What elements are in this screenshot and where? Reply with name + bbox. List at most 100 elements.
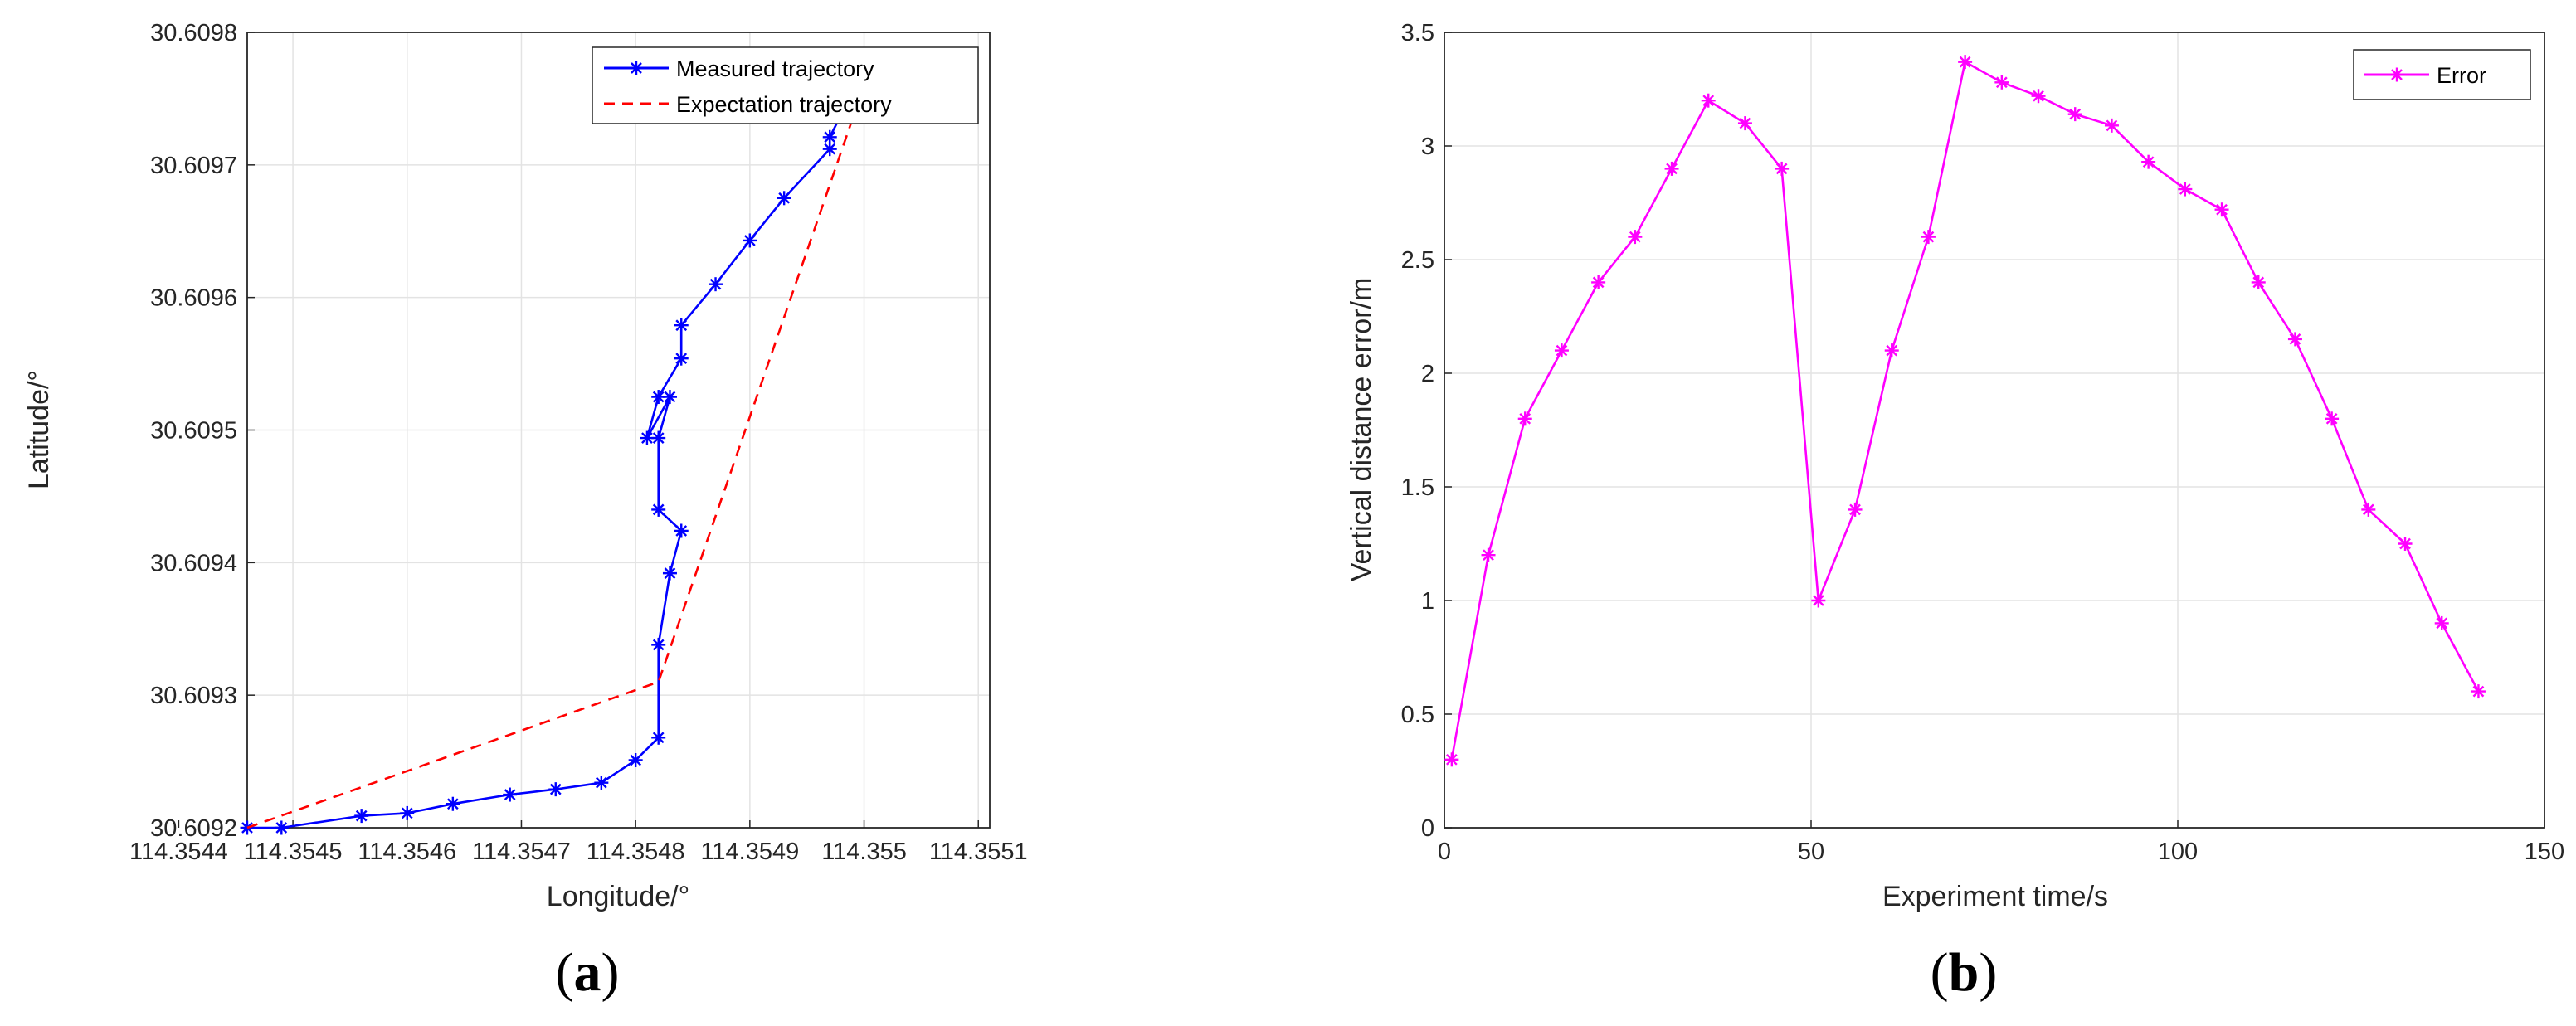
data-point bbox=[2434, 615, 2449, 630]
b-legend-error-marker bbox=[2389, 67, 2404, 82]
data-point bbox=[2287, 332, 2302, 347]
data-point bbox=[1994, 75, 2009, 90]
x-tick-label: 100 bbox=[2158, 839, 2198, 865]
legend-star bbox=[2389, 67, 2404, 82]
x-tick-label: 114.3548 bbox=[587, 839, 685, 865]
x-tick-label: 114.3545 bbox=[244, 839, 343, 865]
data-point bbox=[674, 318, 689, 333]
data-point bbox=[548, 782, 563, 797]
a-legend-measured-marker bbox=[629, 61, 644, 75]
y-tick-label: 0.5 bbox=[1401, 702, 1434, 728]
a-y-ticks: 30.6092 30.6093 30.6094 30.6095 30.6096 30.60… bbox=[150, 20, 255, 842]
y-tick-label: 1 bbox=[1421, 588, 1434, 615]
data-point bbox=[651, 390, 666, 405]
a-legend-box bbox=[592, 46, 979, 124]
y-tick-label: 30.6093 bbox=[150, 683, 237, 709]
data-point bbox=[354, 809, 369, 824]
x-tick-label: 114.3551 bbox=[929, 839, 1028, 865]
data-point bbox=[1481, 547, 1496, 562]
y-tick-label: 0 bbox=[1421, 815, 1434, 842]
series-line-0 bbox=[1450, 61, 2480, 761]
y-tick-label: 1.5 bbox=[1401, 474, 1434, 501]
data-point bbox=[274, 820, 289, 835]
data-point bbox=[2067, 107, 2082, 122]
data-point bbox=[2214, 202, 2229, 217]
data-point bbox=[709, 277, 723, 292]
y-tick-label: 30.6095 bbox=[150, 418, 237, 445]
x-tick-label: 150 bbox=[2525, 839, 2564, 865]
data-point bbox=[503, 787, 518, 802]
b-series bbox=[1444, 55, 2486, 767]
data-point bbox=[2141, 154, 2156, 169]
b-legend-error-label: Error bbox=[2437, 63, 2486, 88]
b-grid bbox=[1444, 32, 2544, 828]
data-point bbox=[1664, 161, 1679, 176]
data-point bbox=[446, 796, 460, 811]
b-panel-label: (b) bbox=[1931, 942, 1998, 1003]
x-tick-label: 114.3544 bbox=[129, 839, 228, 865]
data-point bbox=[2361, 502, 2376, 517]
data-point bbox=[662, 566, 677, 581]
series-line-1 bbox=[246, 85, 865, 829]
data-point bbox=[1628, 230, 1643, 245]
b-legend: Error bbox=[2353, 49, 2531, 100]
data-point bbox=[1884, 343, 1899, 358]
x-tick-label: 50 bbox=[1798, 839, 1824, 865]
data-point bbox=[2178, 182, 2193, 197]
data-point bbox=[1444, 752, 1459, 767]
a-x-ticks: 114.3544 114.3545 114.3546 114.3547 114.3548… bbox=[129, 820, 1028, 865]
data-point bbox=[594, 776, 609, 790]
data-point bbox=[628, 752, 643, 767]
error-chart: 0 50 100 150 0 0.5 1 1.5 2 2.5 3 3.5 Experiment ti… bbox=[1346, 20, 2564, 1003]
a-legend: Measured trajectory Expectation trajecto… bbox=[592, 46, 979, 124]
data-point bbox=[640, 430, 655, 445]
data-point bbox=[400, 805, 415, 820]
data-point bbox=[1737, 116, 1752, 131]
b-y-axis-label: Vertical distance error/m bbox=[1346, 278, 1377, 582]
a-y-axis-label: Latitude/° bbox=[23, 370, 55, 489]
data-point bbox=[1958, 55, 1973, 70]
trajectory-chart: 114.3544 114.3545 114.3546 114.3547 114.3548… bbox=[23, 20, 1028, 1003]
data-point bbox=[1811, 593, 1826, 608]
a-x-axis-label: Longitude/° bbox=[547, 881, 689, 912]
b-axes-frame bbox=[1444, 32, 2545, 829]
data-point bbox=[822, 129, 837, 144]
b-x-ticks: 0 50 100 150 bbox=[1438, 820, 2564, 865]
data-point bbox=[743, 233, 757, 248]
data-point bbox=[2104, 118, 2119, 133]
a-legend-expected-label: Expectation trajectory bbox=[676, 92, 892, 117]
x-tick-label: 0 bbox=[1438, 839, 1451, 865]
y-tick-label: 2.5 bbox=[1401, 247, 1434, 274]
x-tick-label: 114.3546 bbox=[358, 839, 456, 865]
y-tick-label: 30.6098 bbox=[150, 20, 237, 46]
data-point bbox=[822, 142, 837, 157]
x-tick-label: 114.355 bbox=[821, 839, 907, 865]
data-point bbox=[2471, 684, 2486, 699]
a-panel-label: (a) bbox=[556, 942, 620, 1003]
y-tick-label: 30.6092 bbox=[150, 815, 237, 842]
y-tick-label: 3.5 bbox=[1401, 20, 1434, 46]
a-grid bbox=[247, 32, 990, 828]
y-tick-label: 3 bbox=[1421, 134, 1434, 160]
x-tick-label: 114.3547 bbox=[472, 839, 571, 865]
data-point bbox=[2398, 537, 2413, 551]
data-point bbox=[651, 637, 666, 652]
b-y-ticks: 0 0.5 1 1.5 2 2.5 3 3.5 bbox=[1401, 20, 1452, 842]
y-tick-label: 2 bbox=[1421, 361, 1434, 387]
a-legend-measured-label: Measured trajectory bbox=[676, 56, 874, 81]
y-tick-label: 30.6097 bbox=[150, 153, 237, 179]
data-point bbox=[674, 351, 689, 366]
data-point bbox=[651, 502, 666, 517]
data-point bbox=[1701, 93, 1716, 108]
data-point bbox=[1554, 343, 1569, 358]
series-line-0 bbox=[247, 81, 864, 829]
x-tick-label: 114.3549 bbox=[700, 839, 799, 865]
data-point bbox=[1591, 275, 1606, 289]
data-point bbox=[1921, 230, 1936, 245]
data-point bbox=[777, 191, 791, 206]
data-point bbox=[2031, 89, 2046, 104]
a-series bbox=[240, 75, 872, 835]
data-point bbox=[1517, 411, 1532, 426]
data-point bbox=[2325, 411, 2340, 426]
